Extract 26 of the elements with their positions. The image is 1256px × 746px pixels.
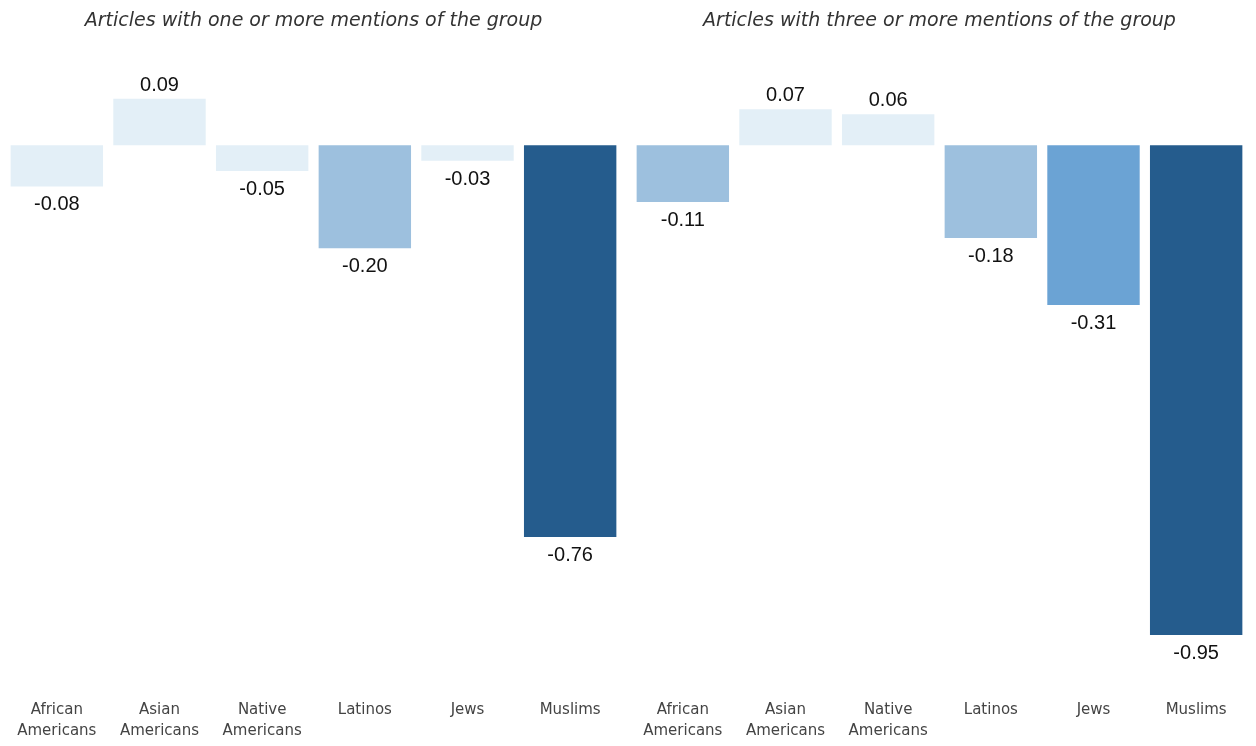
x-tick-label: African Americans xyxy=(17,699,97,740)
x-tick-label: Jews xyxy=(1075,699,1111,718)
data-label: 0.06 xyxy=(868,88,908,111)
x-tick-label: Native Americans xyxy=(848,699,928,740)
data-label: -0.08 xyxy=(34,192,80,215)
data-label: -0.11 xyxy=(660,207,705,230)
x-tick-label: African Americans xyxy=(643,699,723,740)
x-tick-label: Latinos xyxy=(337,699,393,718)
data-label: -0.76 xyxy=(547,542,593,565)
data-label: 0.09 xyxy=(140,72,179,95)
data-label: -0.05 xyxy=(239,176,285,199)
data-label: -0.18 xyxy=(968,244,1014,266)
data-label: -0.20 xyxy=(342,254,388,277)
chart-title: Articles with one or more mentions of the group xyxy=(82,7,543,30)
x-tick-label: Jews xyxy=(449,699,485,718)
data-label: -0.31 xyxy=(1070,311,1117,334)
data-label: 0.07 xyxy=(766,83,805,106)
x-tick-label: Asian Americans xyxy=(745,699,826,740)
x-tick-label: Muslims xyxy=(1165,699,1227,718)
x-tick-label: Native Americans xyxy=(222,699,302,740)
data-label: -0.95 xyxy=(1173,640,1219,663)
x-tick-label: Latinos xyxy=(963,699,1019,718)
x-tick-label: Asian Americans xyxy=(119,699,200,740)
data-label: -0.03 xyxy=(444,166,491,189)
x-tick-label: Muslims xyxy=(539,699,601,718)
chart-title: Articles with three or more mentions of the group xyxy=(701,7,1176,30)
